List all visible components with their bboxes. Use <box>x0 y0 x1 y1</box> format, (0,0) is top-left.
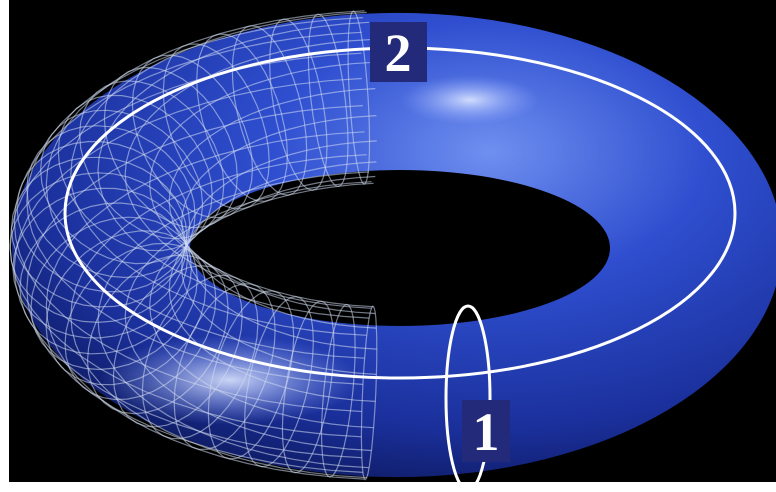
wire-line <box>26 105 363 473</box>
label-2: 2 <box>385 23 412 83</box>
wire-line <box>149 61 374 308</box>
wire-line <box>181 115 377 329</box>
label-1: 1 <box>473 402 500 462</box>
highlight <box>100 335 360 425</box>
highlight <box>400 75 540 125</box>
wire-line <box>185 140 377 350</box>
wire-line <box>70 11 367 336</box>
wireframe <box>9 10 378 481</box>
wire-line <box>9 52 362 438</box>
label-box <box>462 400 510 462</box>
wire-line <box>124 181 372 452</box>
label-box <box>370 22 427 82</box>
wire-line <box>149 182 374 429</box>
wire-line <box>97 21 370 319</box>
wire-line <box>45 10 365 359</box>
small-circle <box>444 304 492 492</box>
wire-line <box>70 154 367 479</box>
wire-line <box>168 175 376 402</box>
wire-line <box>45 131 365 480</box>
wire-line <box>168 88 376 315</box>
wire-line <box>181 161 377 375</box>
wire-line <box>13 31 362 413</box>
wire-line <box>13 77 362 459</box>
wire-line <box>97 171 370 469</box>
